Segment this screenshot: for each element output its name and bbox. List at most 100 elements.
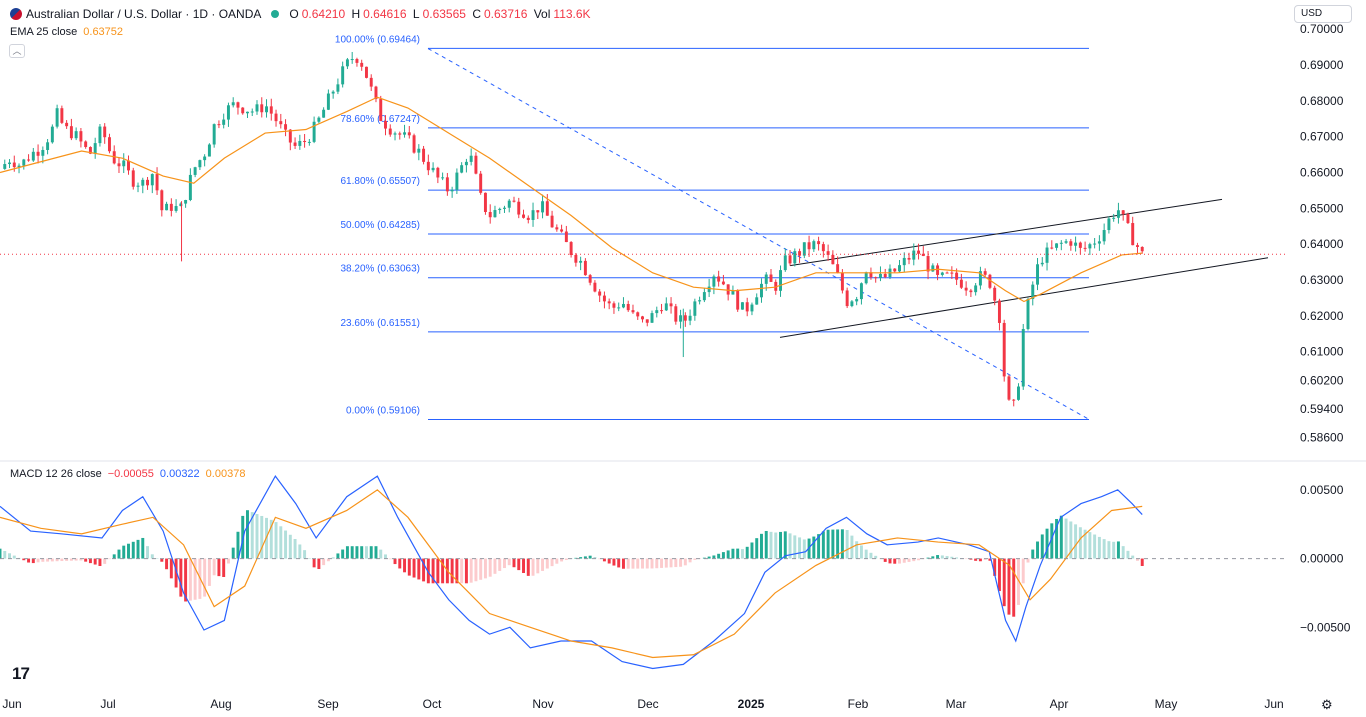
candle-body [698, 300, 702, 302]
macd-histogram-bar [498, 558, 502, 571]
macd-legend[interactable]: MACD 12 26 close −0.00055 0.00322 0.00378 [10, 468, 245, 480]
macd-histogram-bar [598, 558, 602, 560]
ema-value: 0.63752 [83, 26, 124, 38]
candle-body [831, 254, 835, 265]
tradingview-logo-icon[interactable]: 17 [12, 664, 30, 683]
candle-body [926, 256, 930, 272]
candle-body [1059, 242, 1063, 244]
gear-icon[interactable]: ⚙ [1321, 697, 1333, 712]
macd-histogram [0, 510, 1144, 617]
macd-histogram-bar [674, 558, 678, 568]
macd-histogram-bar [831, 529, 835, 559]
macd-histogram-bar [50, 558, 54, 562]
candle-body [683, 315, 687, 321]
candle-body [1107, 218, 1111, 231]
candle-body [226, 105, 230, 120]
macd-histogram-bar [507, 558, 511, 566]
macd-histogram-bar [1140, 558, 1144, 566]
macd-histogram-bar [364, 546, 368, 559]
candle-body [1031, 284, 1035, 300]
candle-body [669, 303, 673, 307]
candle-body [993, 287, 997, 301]
macd-histogram-bar [22, 558, 26, 561]
fib-level-label: 23.60% (0.61551) [340, 318, 420, 329]
macd-histogram-bar [388, 558, 392, 560]
candle-body [22, 159, 26, 166]
chevron-up-icon[interactable]: ︿ [9, 44, 25, 58]
macd-histogram-bar [950, 556, 954, 559]
candle-body [1135, 245, 1139, 247]
currency-selector[interactable]: USD [1294, 5, 1352, 23]
candle-body [1021, 329, 1025, 387]
macd-histogram-bar [274, 522, 278, 559]
candle-body [260, 104, 264, 113]
macd-histogram-bar [55, 558, 59, 562]
symbol-title[interactable]: Australian Dollar / U.S. Dollar · 1D · O… [26, 7, 262, 21]
macd-histogram-bar [688, 558, 692, 563]
macd-histogram-bar [493, 558, 497, 574]
trend-channel[interactable] [779, 198, 1269, 338]
candle-body [341, 66, 345, 85]
fibonacci-retracement[interactable]: 100.00% (0.69464)78.60% (0.67247)61.80% … [335, 34, 1090, 421]
candle-body [764, 274, 768, 284]
macd-histogram-bar [460, 558, 464, 584]
macd-histogram-bar [236, 531, 240, 559]
candle-body [855, 299, 859, 302]
candle-body [345, 59, 349, 67]
macd-histogram-bar [988, 558, 992, 561]
macd-histogram-bar [1050, 523, 1054, 559]
time-axis-label: Apr [1050, 697, 1069, 711]
macd-histogram-bar [0, 548, 2, 559]
candle-body [165, 203, 169, 211]
fib-level-label: 38.20% (0.63063) [340, 264, 420, 275]
price-tick-label: 0.58600 [1300, 431, 1344, 445]
price-tick-label: 0.68000 [1300, 94, 1344, 108]
candle-body [1121, 210, 1125, 215]
candle-body [127, 160, 130, 171]
candle-body [740, 302, 744, 310]
candle-body [955, 272, 959, 280]
candle-body [279, 121, 283, 125]
candle-body [450, 189, 454, 192]
time-axis-label: 2025 [738, 697, 765, 711]
price-tick-label: 0.67000 [1300, 130, 1344, 144]
macd-histogram-bar [845, 529, 849, 559]
macd-histogram-bar [983, 558, 987, 560]
candle-body [807, 242, 811, 250]
macd-histogram-bar [431, 558, 435, 584]
candle-body [41, 149, 45, 156]
macd-histogram-bar [1107, 541, 1111, 559]
macd-histogram-bar [898, 558, 901, 564]
macd-histogram-bar [374, 546, 378, 559]
macd-histogram-bar [3, 550, 7, 559]
macd-histogram-bar [136, 539, 140, 559]
candle-body [907, 257, 911, 260]
candle-body [426, 161, 430, 171]
candle-body [769, 274, 773, 282]
candle-body [712, 276, 716, 287]
macd-histogram-bar [1064, 518, 1068, 559]
macd-histogram-bar [736, 548, 740, 559]
candle-body [750, 304, 754, 312]
macd-histogram-bar [355, 546, 359, 559]
candle-body [469, 155, 473, 162]
candle-body [836, 264, 840, 273]
macd-histogram-bar [817, 534, 821, 559]
macd-histogram-bar [874, 555, 878, 559]
candle-body [455, 172, 459, 190]
candle-body [379, 98, 383, 121]
volume-label: Vol [533, 7, 551, 21]
macd-histogram-bar [188, 558, 192, 601]
candle-body [693, 301, 697, 316]
macd-histogram-bar [184, 558, 188, 602]
macd-histogram-bar [488, 558, 492, 577]
candle-body [336, 84, 340, 92]
price-tick-label: 0.65000 [1300, 201, 1344, 215]
macd-histogram-bar [469, 558, 473, 583]
time-axis-label: Mar [946, 697, 967, 711]
ema-legend[interactable]: EMA 25 close 0.63752 [10, 26, 123, 38]
macd-histogram-bar [745, 546, 749, 559]
macd-histogram-bar [760, 533, 763, 559]
macd-histogram-bar [379, 549, 383, 559]
